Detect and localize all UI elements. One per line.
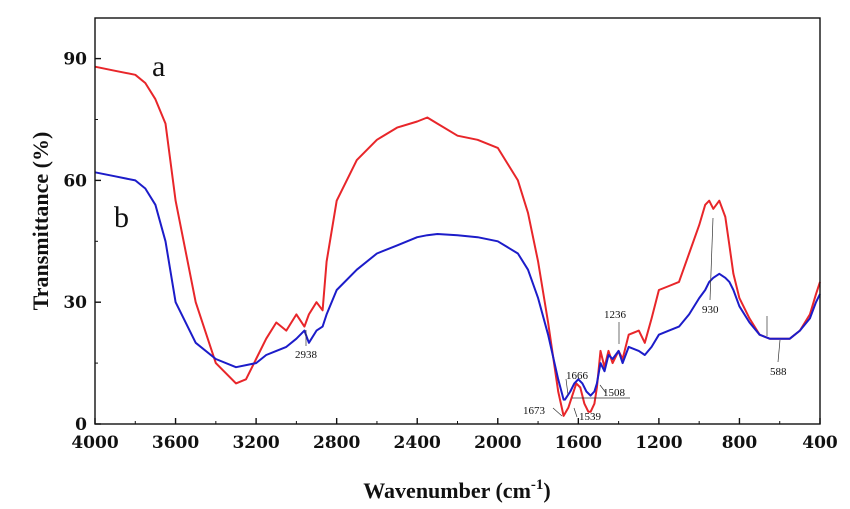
annotation-1673: 1673 (523, 405, 546, 417)
axis-ticks: 4000 3600 3200 2800 2400 2000 1600 1200 800 40003… (63, 50, 838, 453)
x-tick-label: 3200 (232, 433, 279, 453)
x-tick-label: 800 (722, 433, 758, 453)
annotation-2938: 2938 (295, 349, 318, 361)
series-label-b: b (114, 201, 129, 234)
x-axis-title: Wavenumber (cm-1) (363, 477, 550, 503)
y-axis-title: Transmittance (%) (28, 132, 53, 311)
series-line-a (94, 65, 821, 417)
x-tick-label: 2400 (394, 433, 441, 453)
annotation-588: 588 (770, 366, 787, 378)
y-tick-label: 30 (63, 293, 87, 313)
annotation-1508: 1508 (603, 387, 626, 399)
x-tick-label: 1600 (555, 433, 602, 453)
y-tick-label: 60 (63, 171, 87, 191)
x-axis-title-superscript: -1 (531, 477, 544, 493)
x-tick-label: 4000 (71, 433, 118, 453)
y-tick-label: 0 (75, 415, 87, 435)
x-tick-label: 400 (802, 433, 838, 453)
x-axis-title-close: ) (543, 478, 550, 503)
x-axis-title-main: Wavenumber (cm (363, 478, 531, 503)
series-line-b (94, 171, 821, 401)
annotation-1236: 1236 (604, 309, 627, 321)
annotation-lines (305, 217, 781, 418)
x-tick-label: 2000 (474, 433, 521, 453)
x-tick-label: 1200 (635, 433, 682, 453)
x-tick-label: 3600 (152, 433, 199, 453)
plot-frame (94, 17, 821, 425)
annotation-930: 930 (702, 304, 719, 316)
annotation-1539: 1539 (579, 411, 602, 423)
x-tick-label: 2800 (313, 433, 360, 453)
y-tick-label: 90 (63, 50, 87, 70)
annotation-1666: 1666 (566, 370, 589, 382)
series-label-a: a (152, 50, 165, 83)
series-curves (94, 65, 821, 417)
